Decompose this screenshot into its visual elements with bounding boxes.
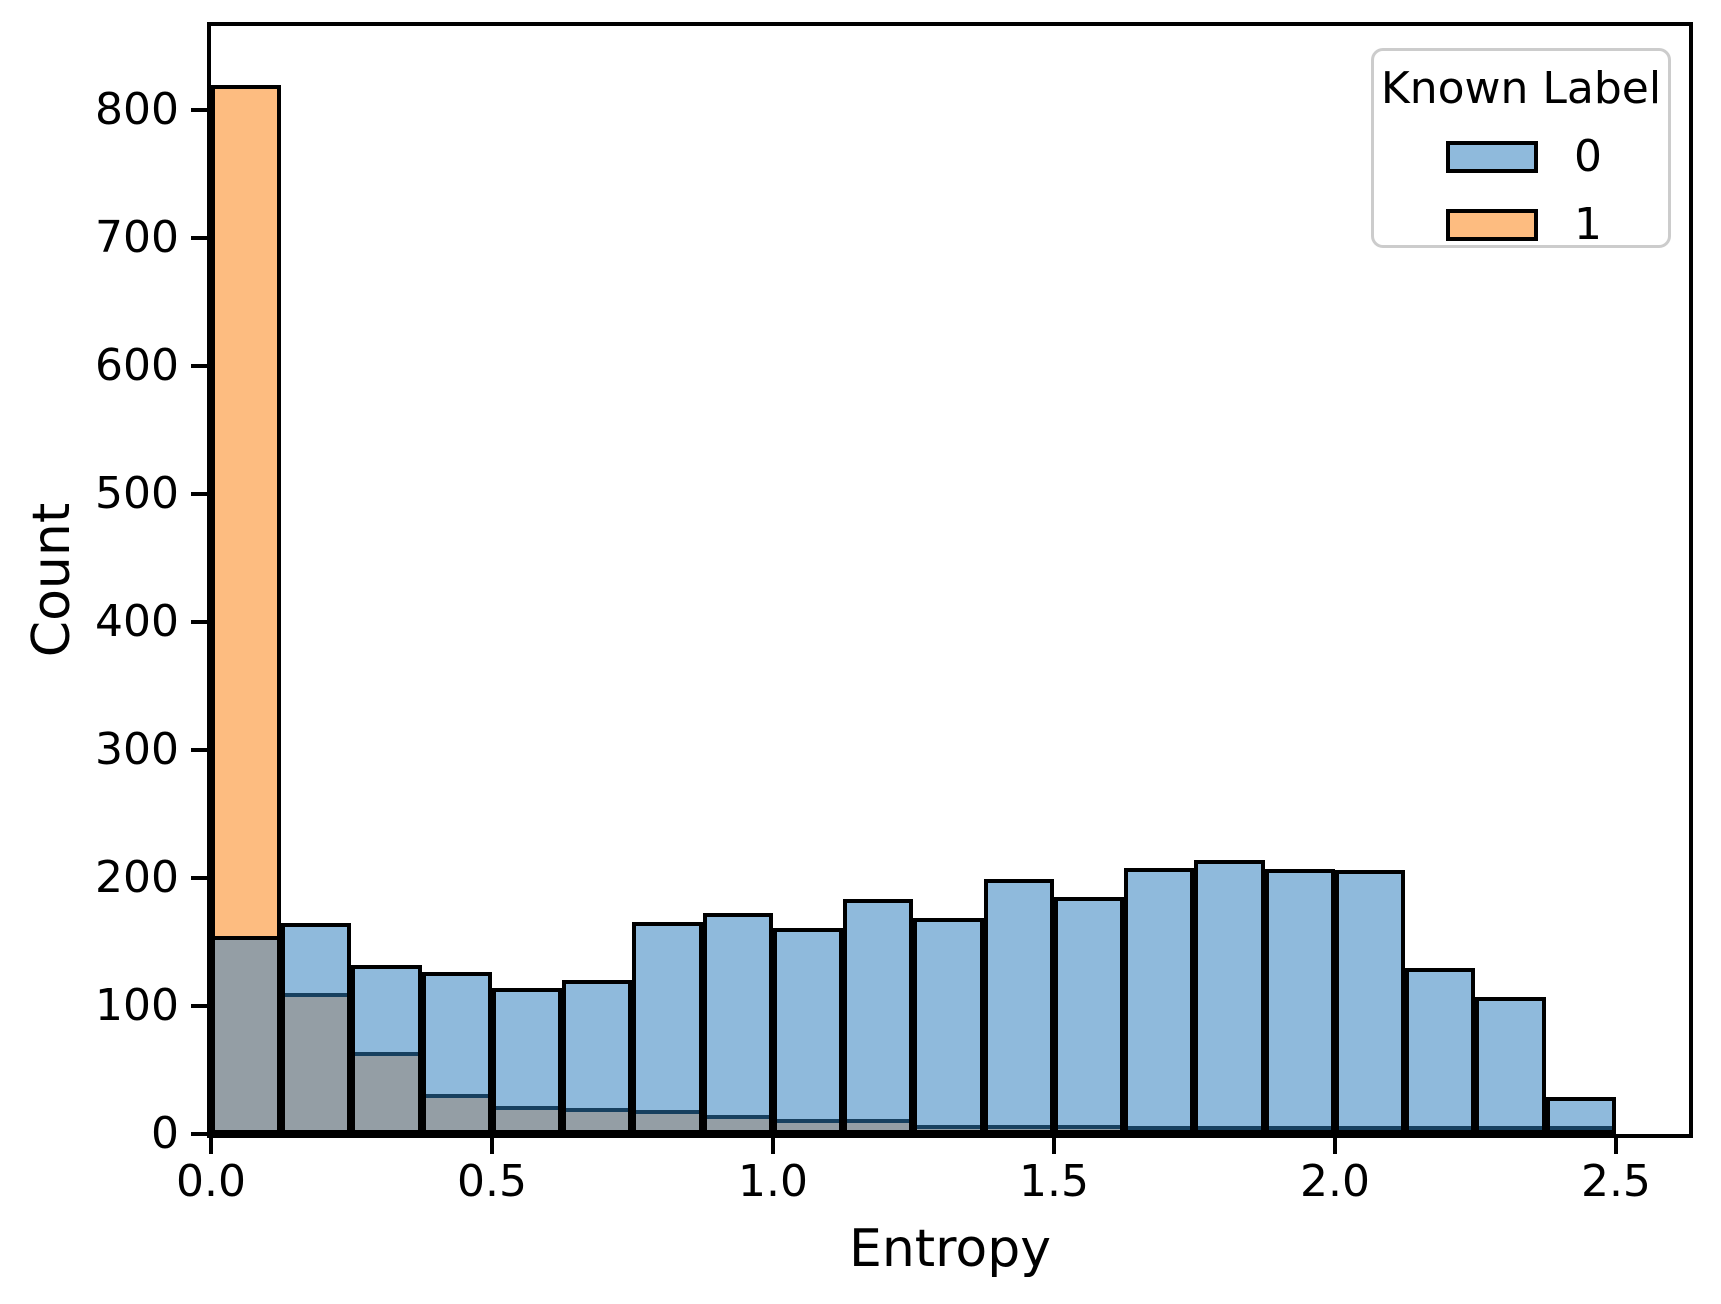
overlap-region-bin1 bbox=[285, 993, 348, 1130]
overlap-region-bin14 bbox=[1198, 1125, 1261, 1130]
legend-entry-0: 0 bbox=[1374, 135, 1668, 179]
x-tick-label-2.0: 2.0 bbox=[1299, 1156, 1370, 1207]
overlap-region-bin11 bbox=[987, 1125, 1050, 1130]
y-tick-label-100: 100 bbox=[95, 980, 179, 1032]
x-tick-label-0.5: 0.5 bbox=[456, 1156, 527, 1207]
legend-entry-1: 1 bbox=[1374, 203, 1668, 247]
overlap-region-bin9 bbox=[847, 1118, 910, 1130]
overlap-region-bin10 bbox=[917, 1125, 980, 1130]
x-tick-mark-2.5 bbox=[1613, 1138, 1618, 1154]
histogram-bar-bin6 bbox=[632, 921, 703, 1134]
x-tick-mark-0.5 bbox=[489, 1138, 494, 1154]
overlap-region-bin3 bbox=[425, 1094, 488, 1130]
histogram-bar-bin7 bbox=[702, 912, 773, 1134]
x-tick-label-0.0: 0.0 bbox=[176, 1156, 246, 1207]
histogram-bar-bin3 bbox=[421, 971, 492, 1134]
overlap-region-bin7 bbox=[706, 1114, 769, 1130]
x-tick-label-1.0: 1.0 bbox=[737, 1156, 808, 1207]
overlap-region-bin15 bbox=[1268, 1125, 1331, 1130]
x-tick-mark-1.5 bbox=[1051, 1138, 1056, 1154]
overlap-region-bin12 bbox=[1057, 1125, 1121, 1130]
histogram-bar-bin1 bbox=[281, 922, 352, 1134]
legend-label-0: 0 bbox=[1574, 131, 1602, 182]
overlap-region-bin8 bbox=[776, 1118, 840, 1130]
x-tick-mark-2.0 bbox=[1332, 1138, 1337, 1154]
histogram-bar-bin10 bbox=[913, 917, 984, 1134]
x-tick-label-1.5: 1.5 bbox=[1018, 1156, 1089, 1207]
overlap-region-bin2 bbox=[355, 1052, 418, 1130]
histogram-bar-bin19 bbox=[1545, 1096, 1616, 1134]
histogram-bar-bin2 bbox=[351, 965, 422, 1134]
overlap-region-bin5 bbox=[566, 1108, 629, 1130]
y-tick-label-800: 800 bbox=[95, 84, 179, 136]
histogram-bar-bin8 bbox=[772, 928, 844, 1134]
legend-title: Known Label bbox=[1380, 63, 1662, 114]
overlap-region-bin16 bbox=[1338, 1125, 1402, 1130]
histogram-bar-bin0 bbox=[211, 84, 282, 1134]
legend-swatch-label1 bbox=[1446, 209, 1538, 241]
histogram-bar-bin16 bbox=[1334, 870, 1406, 1134]
x-tick-mark-1.0 bbox=[770, 1138, 775, 1154]
histogram-bar-bin9 bbox=[843, 898, 914, 1134]
overlap-region-bin0 bbox=[215, 935, 278, 1130]
histogram-bar-bin13 bbox=[1124, 867, 1195, 1134]
x-tick-label-2.5: 2.5 bbox=[1580, 1156, 1651, 1207]
overlap-region-bin19 bbox=[1549, 1125, 1612, 1130]
histogram-bar-bin15 bbox=[1264, 869, 1335, 1134]
histogram-bar-bin12 bbox=[1053, 897, 1125, 1134]
histogram-bar-bin4 bbox=[491, 988, 563, 1134]
x-axis-label: Entropy bbox=[848, 1219, 1052, 1279]
histogram-bar-bin11 bbox=[983, 879, 1054, 1134]
y-tick-label-300: 300 bbox=[95, 724, 179, 776]
y-tick-mark-100 bbox=[191, 1004, 207, 1009]
x-tick-mark-0.0 bbox=[209, 1138, 213, 1154]
y-tick-mark-300 bbox=[191, 748, 207, 753]
y-tick-label-700: 700 bbox=[95, 212, 179, 264]
overlap-region-bin6 bbox=[636, 1109, 699, 1130]
y-tick-label-200: 200 bbox=[95, 852, 179, 904]
overlap-region-bin4 bbox=[495, 1105, 559, 1130]
y-tick-label-500: 500 bbox=[95, 468, 179, 520]
y-tick-label-0: 0 bbox=[151, 1108, 179, 1159]
legend-label-1: 1 bbox=[1574, 199, 1602, 250]
y-tick-mark-800 bbox=[191, 108, 207, 113]
y-tick-mark-500 bbox=[191, 492, 207, 497]
overlap-region-bin18 bbox=[1479, 1125, 1542, 1130]
histogram-bar-bin5 bbox=[562, 980, 633, 1134]
y-tick-label-600: 600 bbox=[95, 340, 179, 392]
y-tick-mark-400 bbox=[191, 620, 207, 625]
legend-swatch-label0 bbox=[1446, 141, 1538, 173]
histogram-bar-bin18 bbox=[1475, 997, 1546, 1134]
overlap-region-bin13 bbox=[1128, 1125, 1191, 1130]
y-tick-mark-0 bbox=[191, 1132, 207, 1136]
y-tick-label-400: 400 bbox=[95, 596, 179, 648]
y-tick-mark-700 bbox=[191, 236, 207, 241]
y-tick-mark-200 bbox=[191, 876, 207, 881]
legend: Known Label 0 1 bbox=[1371, 48, 1671, 248]
histogram-bar-bin14 bbox=[1194, 860, 1265, 1134]
y-tick-mark-600 bbox=[191, 364, 207, 369]
overlap-region-bin17 bbox=[1409, 1125, 1472, 1130]
histogram-bar-bin17 bbox=[1405, 967, 1476, 1134]
